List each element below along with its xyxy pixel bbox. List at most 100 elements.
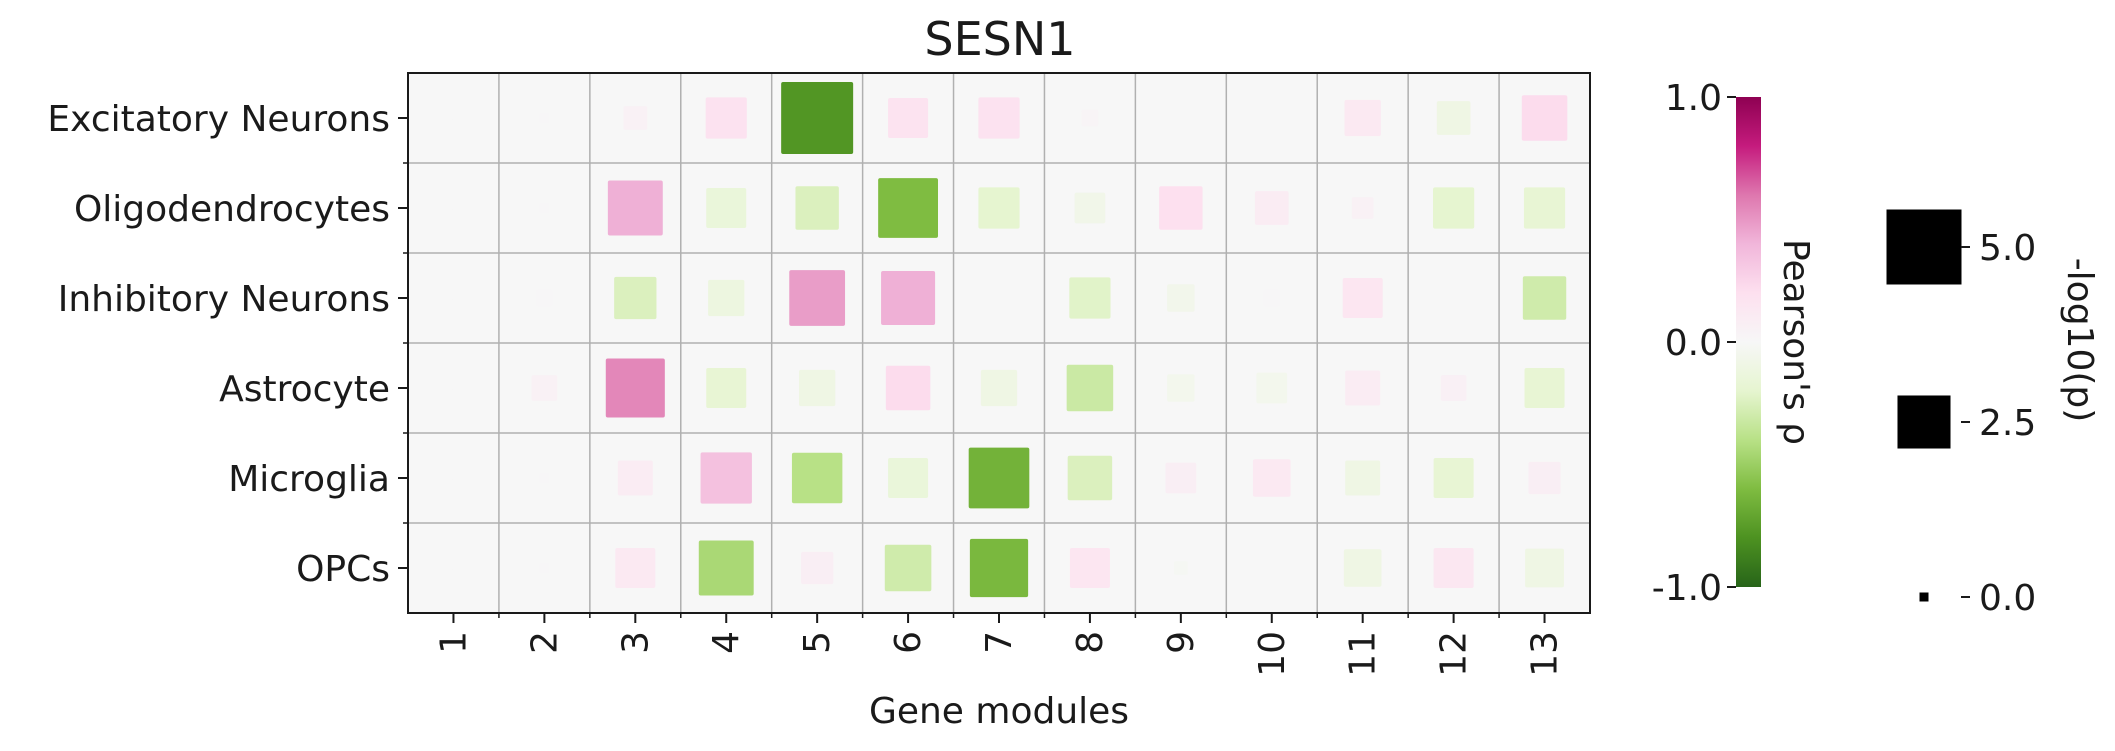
heatmap-cell [798, 369, 836, 407]
y-tick-label: Inhibitory Neurons [58, 279, 390, 320]
heatmap-cell [614, 276, 657, 320]
heatmap-cell [1167, 374, 1195, 402]
x-tick-label: 10 [1252, 631, 1293, 677]
y-tick-label: Oligodendrocytes [74, 189, 390, 230]
heatmap-cell [1067, 455, 1113, 501]
colorbar [1736, 97, 1761, 587]
heatmap-cell [1436, 101, 1471, 135]
x-axis-label: Gene modules [869, 691, 1129, 732]
heatmap-cell [615, 547, 656, 589]
heatmap-cell [1433, 187, 1475, 229]
heatmap-cell [1521, 95, 1568, 141]
heatmap-cell [980, 369, 1018, 407]
heatmap-cell [1173, 561, 1188, 575]
size-legend-marker [1886, 209, 1962, 285]
heatmap-cell [706, 367, 747, 409]
heatmap-cell [1159, 186, 1203, 230]
heatmap-cell [1525, 548, 1564, 588]
x-tick-label: 7 [979, 631, 1020, 654]
size-legend-tick-label: 2.5 [1979, 403, 2036, 444]
heatmap-cell [623, 106, 648, 130]
heatmap-cell [969, 538, 1029, 598]
colorbar-tick-label: 1.0 [1665, 78, 1722, 119]
heatmap-cell [1254, 191, 1289, 225]
x-tick-label: 3 [615, 631, 656, 654]
heatmap-cell [1167, 284, 1195, 312]
heatmap-cell [451, 296, 456, 300]
heatmap-cell [1069, 277, 1111, 319]
heatmap-cell [1451, 296, 1456, 300]
heatmap-cell [1269, 116, 1274, 120]
heatmap-cell [531, 375, 558, 401]
heatmap-cell [795, 186, 839, 230]
x-tick-label: 2 [524, 631, 565, 654]
size-legend-marker [1897, 395, 1951, 449]
grid-lines [408, 73, 1590, 613]
heatmap-cell [791, 452, 843, 504]
heatmap-cell [451, 206, 456, 210]
heatmap-cell [705, 97, 747, 139]
heatmap-cell [708, 279, 745, 317]
heatmap-cell [781, 82, 854, 154]
heatmap-cell [1351, 197, 1374, 219]
heatmap-cell [535, 289, 553, 307]
heatmap-cell [1523, 187, 1566, 229]
heatmap-cell [1522, 276, 1567, 320]
heatmap-cell [884, 544, 932, 592]
heatmap-cell [1440, 375, 1467, 401]
heatmap-cell [451, 116, 456, 120]
colorbar-tick-label: -1.0 [1652, 568, 1722, 609]
heatmap-cell [1433, 547, 1474, 589]
heatmap-cell [539, 563, 550, 573]
x-tick-label: 6 [888, 631, 929, 654]
heatmap-cell [1165, 462, 1197, 494]
heatmap-cell [1343, 549, 1382, 587]
heatmap-cell [539, 473, 550, 483]
heatmap-cell [700, 452, 752, 504]
heatmap-cell [605, 358, 665, 418]
y-tick-label: Excitatory Neurons [47, 99, 390, 140]
y-tick-label: Microglia [228, 459, 390, 500]
y-axis: Excitatory Neurons Oligodendrocytes Inhibi… [47, 99, 408, 590]
size-legend: 5.0 2.5 0.0 [1886, 209, 2036, 619]
colorbar-ticks: 1.0 0.0 -1.0 [1652, 78, 1736, 609]
heatmap-cell [888, 97, 929, 139]
heatmap-cell [1178, 116, 1183, 120]
x-tick-label: 9 [1161, 631, 1202, 654]
x-tick-label: 8 [1070, 631, 1111, 654]
x-tick-label: 1 [433, 631, 474, 654]
heatmap-cell [1081, 109, 1099, 127]
heatmap-cell [451, 476, 456, 480]
heatmap-cell [878, 178, 939, 238]
heatmap-cell [451, 566, 456, 570]
heatmap-cell [968, 447, 1030, 509]
heatmap-cell [1528, 461, 1561, 495]
heatmap-cell [1066, 364, 1114, 412]
heatmap-cell [1252, 459, 1291, 497]
size-legend-tick-label: 0.0 [1979, 578, 2036, 619]
heatmap-cell [1269, 566, 1274, 570]
x-tick-label: 11 [1343, 631, 1384, 677]
colorbar-tick-label: 0.0 [1665, 323, 1722, 364]
heatmap-cell [1069, 547, 1110, 589]
size-legend-label: -log10(p) [2059, 258, 2100, 423]
x-tick-label: 12 [1434, 631, 1475, 677]
heatmap-cell [706, 187, 747, 229]
heatmap-cell [1074, 192, 1106, 224]
heatmap-cell [881, 270, 936, 326]
heatmap-cell [1345, 460, 1381, 496]
heatmap-cell [1524, 367, 1565, 409]
heatmap-cell [801, 551, 834, 585]
size-legend-marker [1919, 592, 1929, 602]
y-tick-label: Astrocyte [219, 369, 390, 410]
heatmap-cell [607, 180, 663, 236]
heatmap-cell [1263, 289, 1281, 307]
x-tick-label: 4 [706, 631, 747, 654]
heatmap-cell [539, 203, 550, 213]
heatmap-cell [978, 97, 1020, 139]
heatmap-cell [451, 386, 456, 390]
heatmap-cell [698, 540, 754, 596]
x-axis: 1 2 3 4 5 6 7 8 9 10 11 12 13 [433, 613, 1566, 677]
x-tick-label: 13 [1525, 631, 1566, 677]
